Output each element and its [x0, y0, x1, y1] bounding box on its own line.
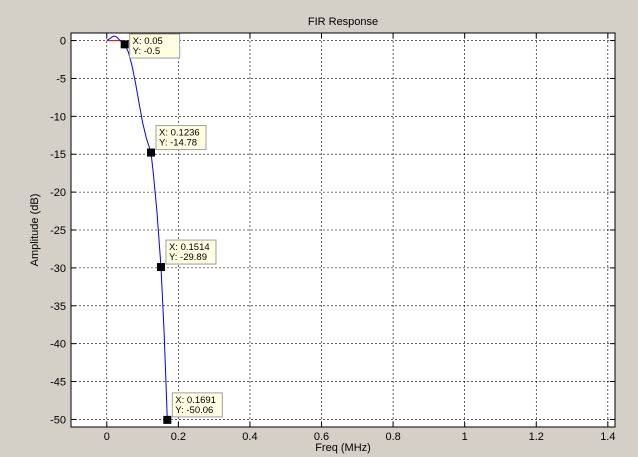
datatip-marker[interactable]	[163, 415, 172, 424]
y-tick-label: -20	[50, 187, 66, 199]
x-tick-label: 1.2	[529, 431, 544, 443]
datatip[interactable]: X: 0.05Y: -0.5	[120, 33, 181, 59]
x-axis-label: Freq (MHz)	[315, 442, 371, 454]
datatip-box	[165, 239, 217, 265]
y-axis-label: Amplitude (dB)	[29, 194, 41, 267]
x-tick-label: 0.2	[171, 431, 186, 443]
datatip-x-text: X: 0.1691	[175, 395, 216, 406]
x-tick-label: 0.6	[314, 431, 329, 443]
datatip-y-text: Y: -14.78	[159, 138, 197, 149]
y-tick-label: -30	[50, 263, 66, 275]
y-tick-label: -45	[50, 377, 66, 389]
datatip-x-text: X: 0.1514	[169, 242, 210, 253]
datatip-marker[interactable]	[147, 148, 156, 157]
y-tick-label: -35	[50, 301, 66, 313]
datatip-x-text: X: 0.05	[133, 36, 163, 47]
x-tick-label: 0.8	[385, 431, 400, 443]
chart-title: FIR Response	[308, 16, 378, 28]
datatip-y-text: Y: -50.06	[175, 405, 213, 416]
datatip-box	[129, 33, 181, 59]
x-tick-label: 0.4	[242, 431, 257, 443]
y-tick-label: -5	[56, 73, 66, 85]
datatip-marker[interactable]	[156, 263, 165, 272]
x-tick-label: 1	[462, 431, 468, 443]
datatip-marker[interactable]	[120, 40, 129, 49]
axis-ticks: 0 0.2 0.4 0.6 0.8 1 1.2 1.4 0 -5 -10 -15 -20 -25 -30 -3…	[50, 33, 615, 443]
x-tick-label: 1.4	[600, 431, 615, 443]
y-tick-label: -40	[50, 339, 66, 351]
x-tick-label: 0	[104, 431, 110, 443]
datatip-y-text: Y: -29.89	[169, 252, 207, 263]
datatip-y-text: Y: -0.5	[133, 46, 160, 57]
y-tick-label: -15	[50, 149, 66, 161]
y-tick-label: -25	[50, 225, 66, 237]
y-tick-label: 0	[60, 36, 66, 48]
y-tick-label: -50	[50, 414, 66, 426]
datatip-box	[155, 125, 207, 151]
datatip-x-text: X: 0.1236	[159, 128, 200, 139]
datatip-box	[171, 392, 223, 418]
y-tick-label: -10	[50, 111, 66, 123]
grid-lines	[71, 33, 615, 427]
